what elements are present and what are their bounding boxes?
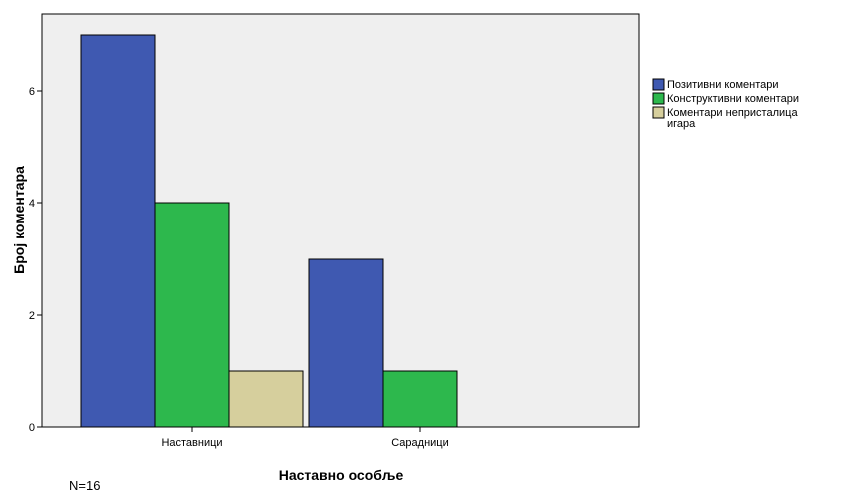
- bar-1-1: [80, 34, 156, 428]
- legend: Позитивни коментари Конструктивни комента…: [652, 78, 799, 130]
- y-tick-label: 0: [29, 422, 35, 434]
- legend-label: Позитивни коментари: [667, 79, 779, 91]
- legend-swatch: [652, 106, 665, 119]
- legend-swatch: [652, 92, 665, 105]
- y-tick-label: 2: [29, 310, 35, 322]
- y-tick-label: 4: [29, 198, 35, 210]
- bar-2-2: [382, 370, 458, 428]
- x-tick-label: Сарадници: [391, 437, 449, 449]
- x-tick-label: Наставници: [161, 437, 222, 449]
- legend-swatch: [652, 78, 665, 91]
- y-tick-label: 6: [29, 86, 35, 98]
- y-axis-title: Број коментара: [11, 166, 27, 274]
- axes: 0 2 4 6 Наставници Сарадници: [29, 86, 449, 449]
- x-axis-title: Наставно особље: [279, 467, 404, 483]
- bar-2-1: [308, 258, 384, 428]
- bar-1-3: [228, 370, 304, 428]
- bar-1-2: [154, 202, 230, 428]
- sample-size-note: N=16: [69, 478, 100, 493]
- legend-label: Коментари непристалица игара: [667, 107, 798, 130]
- legend-label: Конструктивни коментари: [667, 93, 799, 105]
- bars-layer: [80, 34, 458, 428]
